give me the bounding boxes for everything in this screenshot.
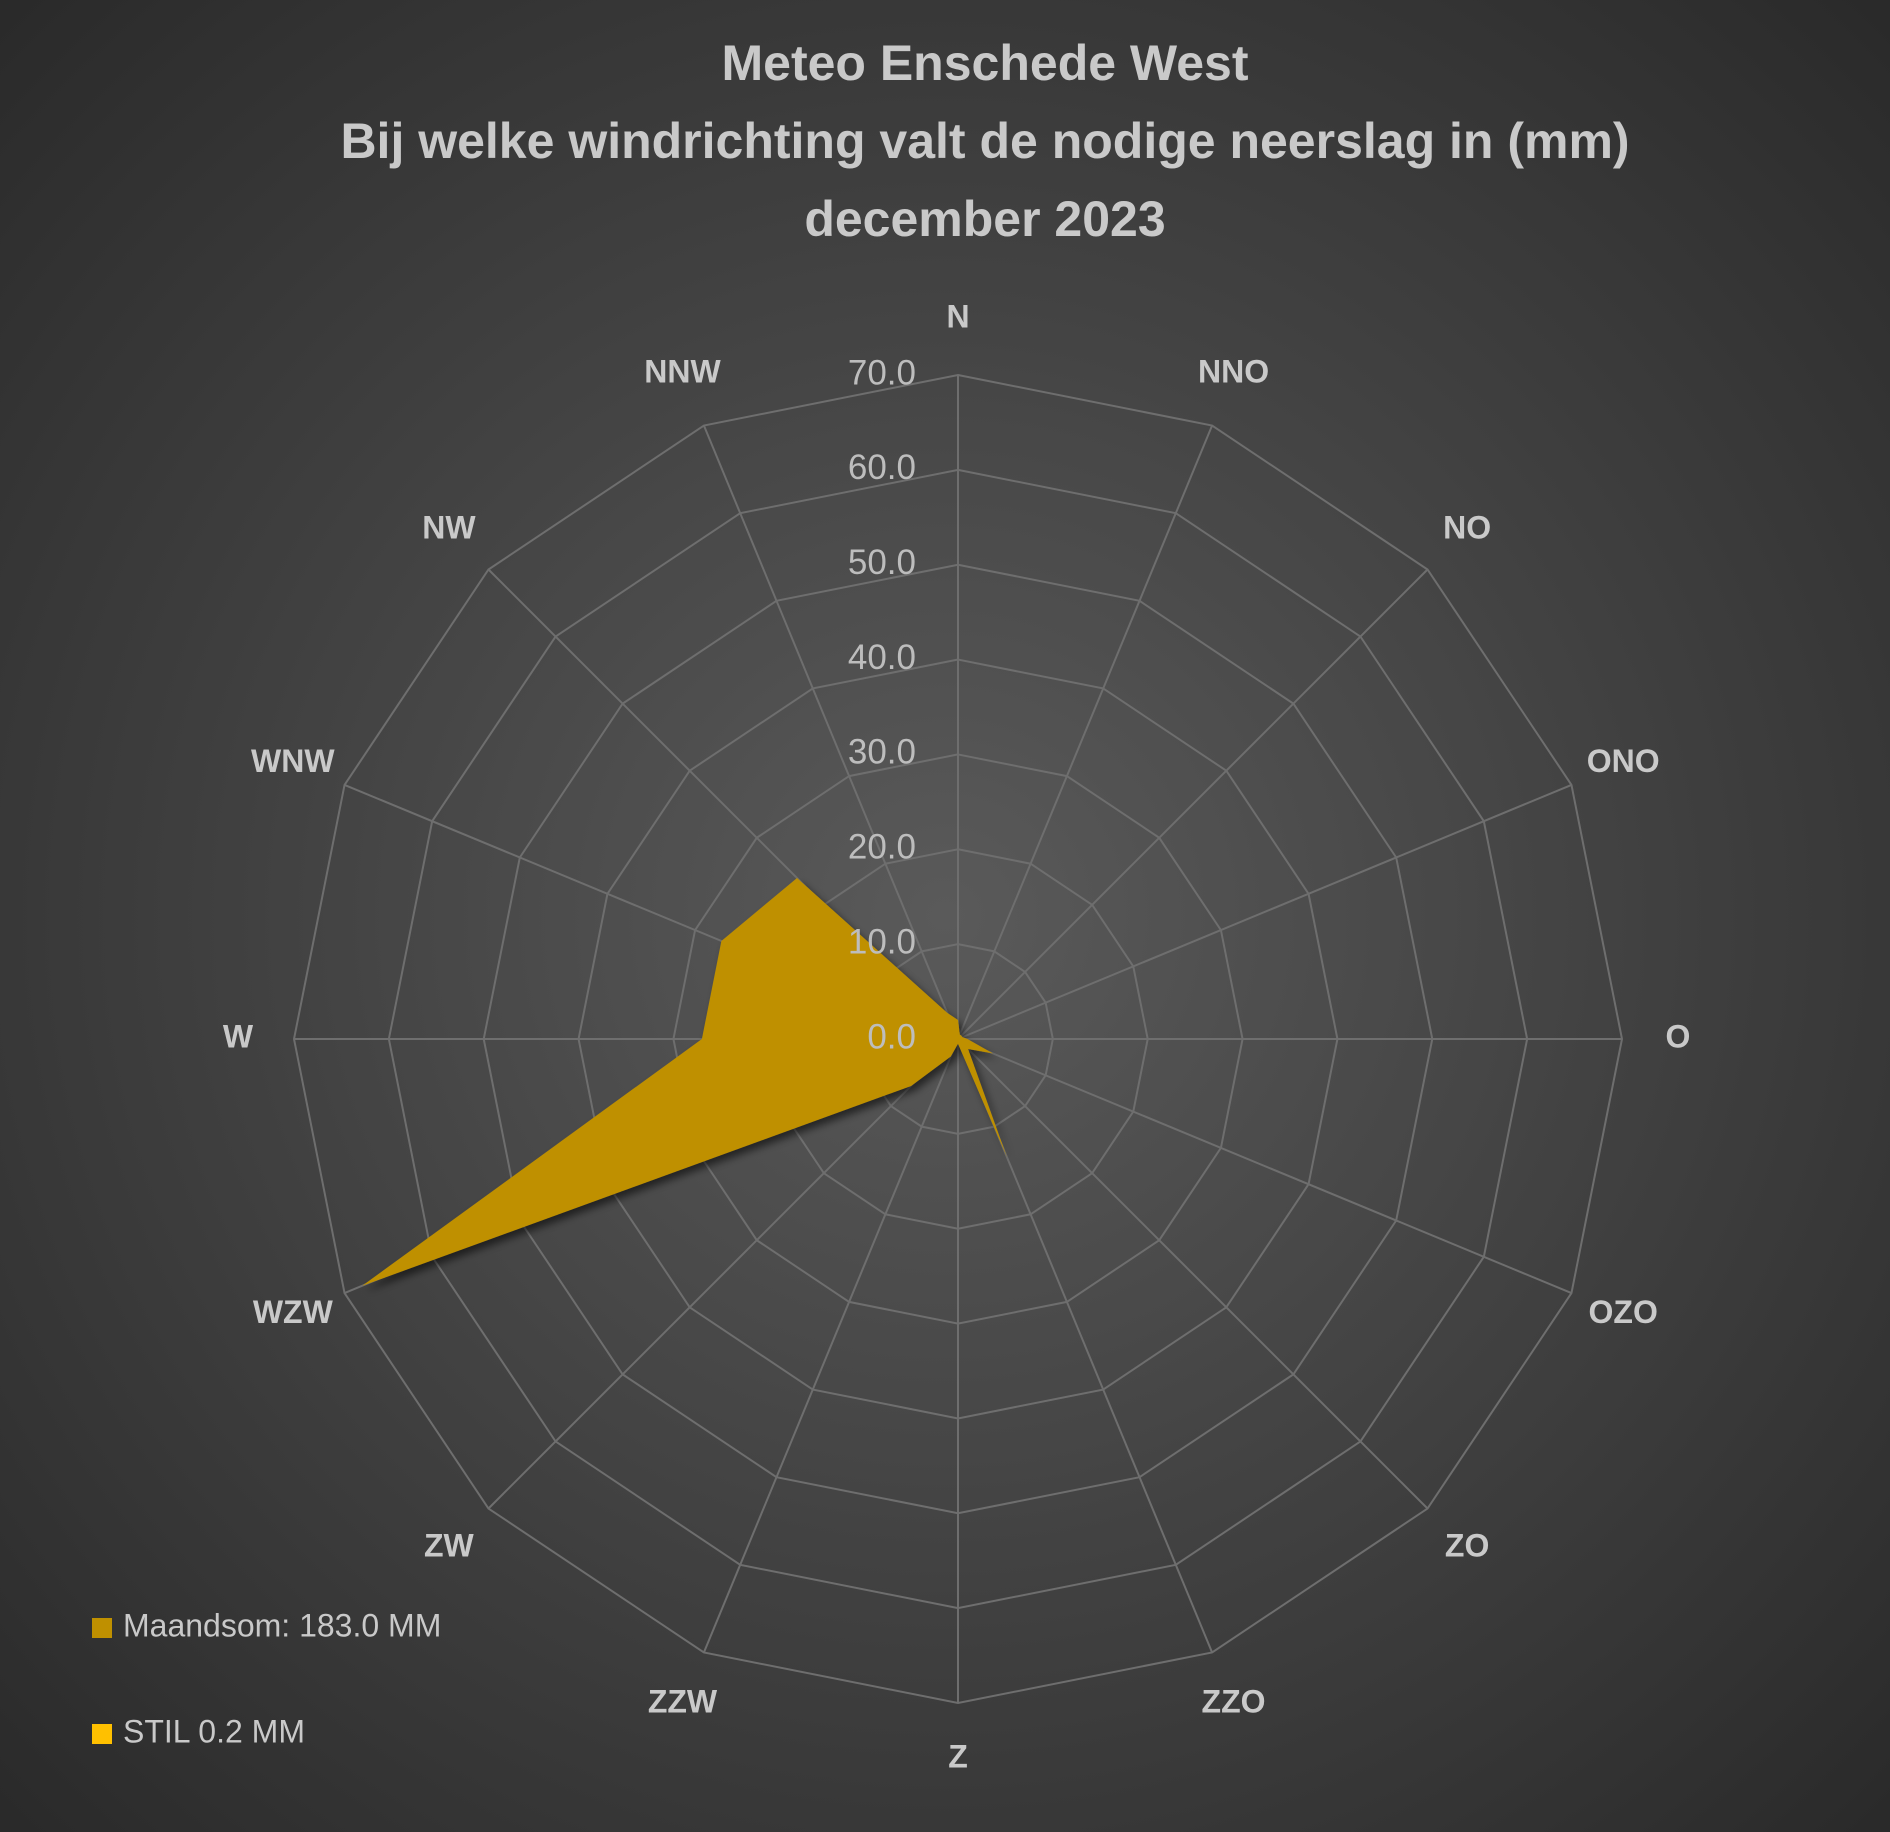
spoke xyxy=(487,1038,959,1510)
spoke xyxy=(957,1038,1429,1510)
category-label: NNO xyxy=(1198,353,1269,389)
labels: Meteo Enschede West Bij welke windrichtin… xyxy=(92,35,1690,1774)
r-tick-label: 70.0 xyxy=(848,353,916,392)
r-tick-label: 50.0 xyxy=(848,543,916,582)
r-tick-label: 30.0 xyxy=(848,733,916,772)
plot xyxy=(362,878,1008,1286)
chart-title: december 2023 xyxy=(804,191,1165,247)
category-label: WZW xyxy=(253,1294,334,1330)
spoke xyxy=(702,1038,959,1653)
category-label: ONO xyxy=(1587,743,1660,779)
legend-swatch xyxy=(92,1618,112,1638)
legend-swatch xyxy=(92,1724,112,1744)
category-label: NW xyxy=(422,509,476,545)
spoke xyxy=(957,1038,1572,1295)
category-label: W xyxy=(223,1018,254,1054)
category-label: OZO xyxy=(1589,1294,1658,1330)
r-tick-label: 20.0 xyxy=(848,828,916,867)
category-label: NO xyxy=(1443,509,1491,545)
spoke xyxy=(702,425,959,1040)
legend-label: STIL 0.2 MM xyxy=(123,1713,305,1749)
chart-title: Meteo Enschede West xyxy=(721,35,1248,91)
r-tick-label: 40.0 xyxy=(848,638,916,677)
chart-title: Bij welke windrichting valt de nodige ne… xyxy=(340,113,1629,169)
category-label: NNW xyxy=(644,353,721,389)
r-tick-label: 10.0 xyxy=(848,922,916,961)
grid xyxy=(292,373,1624,1705)
category-label: Z xyxy=(948,1738,968,1774)
r-tick-label: 60.0 xyxy=(848,448,916,487)
category-label: ZW xyxy=(424,1528,475,1564)
category-label: ZO xyxy=(1445,1528,1489,1564)
category-label: ZZO xyxy=(1202,1684,1266,1720)
r-tick-label: 0.0 xyxy=(867,1017,916,1056)
spoke xyxy=(957,425,1214,1040)
legend-label: Maandsom: 183.0 MM xyxy=(123,1607,441,1643)
category-label: WNW xyxy=(251,743,335,779)
series-area xyxy=(362,878,1008,1286)
spoke xyxy=(957,783,1572,1040)
spoke xyxy=(957,568,1429,1040)
category-label: ZZW xyxy=(648,1684,718,1720)
category-label: N xyxy=(946,298,969,334)
category-label: O xyxy=(1666,1018,1691,1054)
